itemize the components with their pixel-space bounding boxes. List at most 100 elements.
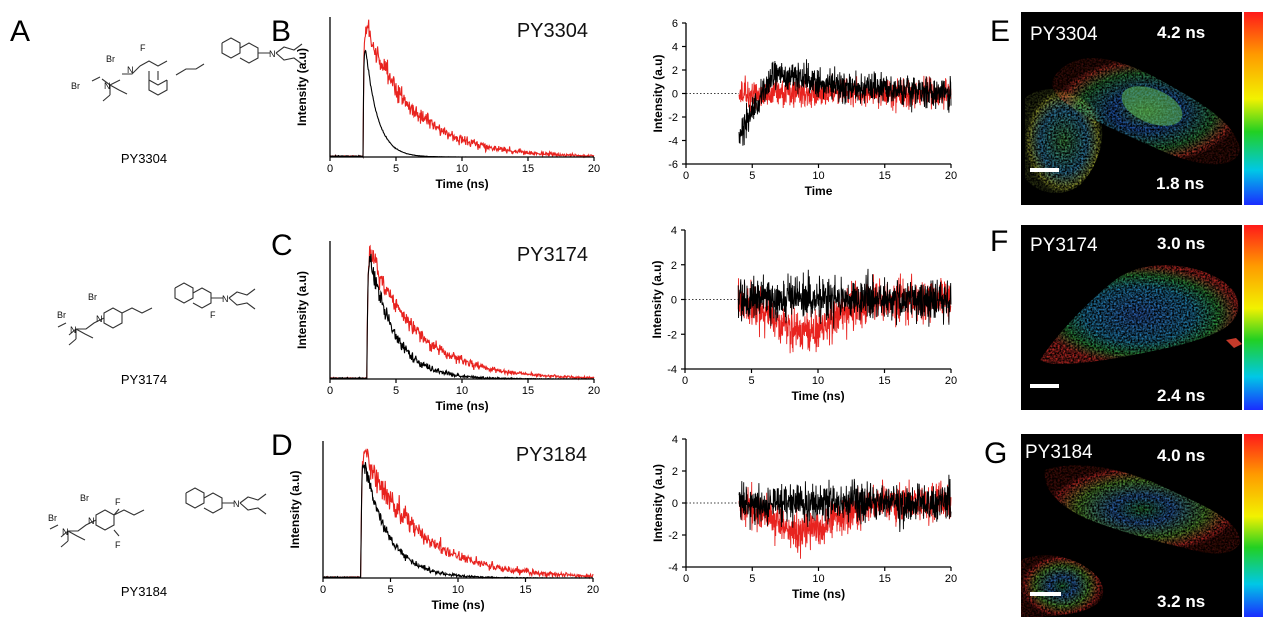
lifetime-max-label: 4.2 ns xyxy=(1157,23,1205,42)
atom-label: N xyxy=(96,314,103,324)
decay-series xyxy=(322,448,594,580)
y-tick-label: -4 xyxy=(668,136,678,148)
panel-letter-e: E xyxy=(990,15,1010,48)
structure-py3304: Br Br F N N N xyxy=(71,37,303,102)
y-tick-label: -2 xyxy=(668,112,678,124)
x-tick-label: 15 xyxy=(879,573,891,585)
x-axis-title: Time (ns) xyxy=(435,177,488,191)
x-tick-label: 5 xyxy=(393,163,399,175)
decay-chart-py3304: 0 5 10 15 20 Time (ns) Intensity (a.u) PY3304 xyxy=(295,17,600,191)
residual-chart-py3174: 0 5 10 15 20 -4 -2 0 2 4 Time (ns) Intensity (a.u) xyxy=(650,225,957,403)
x-tick-label: 0 xyxy=(683,573,689,585)
x-tick-label: 15 xyxy=(522,385,534,397)
lifetime-min-label: 1.8 ns xyxy=(1156,174,1204,193)
y-tick-label: 4 xyxy=(672,42,678,54)
atom-label: Br xyxy=(88,292,97,302)
atom-label: N xyxy=(269,49,276,59)
lifetime-colorbar xyxy=(1244,12,1263,205)
y-tick-label: 4 xyxy=(671,225,677,237)
plot-title: PY3304 xyxy=(517,20,588,42)
lifetime-min-label: 3.2 ns xyxy=(1157,592,1205,611)
atom-label: Br xyxy=(80,493,89,503)
x-tick-label: 20 xyxy=(588,385,600,397)
y-tick-label: -4 xyxy=(668,562,678,574)
y-tick-label: -2 xyxy=(667,329,677,341)
panel-letter-f: F xyxy=(990,225,1008,258)
y-axis-title: Intensity (a.u) xyxy=(295,48,309,126)
x-tick-label: 15 xyxy=(522,163,534,175)
panel-letter-g: G xyxy=(984,437,1007,470)
compound-name: PY3304 xyxy=(121,151,167,166)
atom-label: N xyxy=(104,81,111,91)
panel-letter-c: C xyxy=(271,229,293,262)
atom-label: N xyxy=(88,516,95,526)
y-axis-title: Intensity (a.u) xyxy=(650,260,664,338)
panel-letter-a: A xyxy=(10,15,30,48)
x-tick-label: 10 xyxy=(456,163,468,175)
x-axis-title: Time (ns) xyxy=(792,587,845,601)
x-tick-label: 10 xyxy=(456,385,468,397)
x-tick-label: 10 xyxy=(452,584,464,596)
x-axis-title: Time (ns) xyxy=(791,389,844,403)
y-tick-label: 6 xyxy=(672,18,678,30)
y-tick-label: 0 xyxy=(671,295,677,307)
y-tick-label: 4 xyxy=(672,434,678,446)
decay-series xyxy=(322,462,594,580)
compound-name: PY3184 xyxy=(121,584,167,599)
lifetime-min-label: 2.4 ns xyxy=(1157,386,1205,405)
x-axis-title: Time (ns) xyxy=(435,399,488,413)
image-compound-label: PY3174 xyxy=(1030,235,1098,256)
atom-label: F xyxy=(210,310,216,320)
atom-label: F xyxy=(115,540,121,550)
plot-title: PY3174 xyxy=(517,244,588,266)
structure-py3184: Br Br F F N N N xyxy=(48,487,267,550)
residual-chart-py3304: 0 5 10 15 20 -6 -4 -2 0 2 4 6 Time Intensity (a.u) xyxy=(651,18,957,198)
residual-series xyxy=(738,59,952,146)
y-tick-label: 2 xyxy=(672,466,678,478)
y-axis-title: Intensity (a.u) xyxy=(651,54,665,132)
y-axis-title: Intensity (a.u) xyxy=(295,271,309,349)
y-tick-label: 2 xyxy=(672,65,678,77)
image-compound-label: PY3184 xyxy=(1025,442,1093,463)
panel-letter-d: D xyxy=(271,429,293,462)
y-axis-title: Intensity (a.u) xyxy=(651,464,665,542)
structure-py3174: Br Br N N N F xyxy=(57,282,256,346)
x-tick-label: 0 xyxy=(327,163,333,175)
y-tick-label: -2 xyxy=(668,530,678,542)
atom-label: F xyxy=(115,497,121,507)
flim-image-py3184: PY3184 4.0 ns 3.2 ns xyxy=(1021,434,1263,617)
lifetime-max-label: 3.0 ns xyxy=(1157,234,1205,253)
decay-series xyxy=(329,19,595,159)
y-tick-label: 0 xyxy=(672,498,678,510)
x-tick-label: 20 xyxy=(945,573,957,585)
atom-label: Br xyxy=(71,81,80,91)
lifetime-max-label: 4.0 ns xyxy=(1157,446,1205,465)
x-tick-label: 15 xyxy=(519,584,531,596)
plot-title: PY3184 xyxy=(516,444,587,466)
atom-label: N xyxy=(233,499,240,509)
decay-chart-py3174: 0 5 10 15 20 Time (ns) Intensity (a.u) PY3174 xyxy=(295,241,600,413)
y-tick-label: -6 xyxy=(668,159,678,171)
residual-series xyxy=(738,474,952,533)
x-tick-label: 20 xyxy=(945,170,957,182)
x-tick-label: 10 xyxy=(812,170,824,182)
x-tick-label: 20 xyxy=(945,375,957,387)
x-tick-label: 15 xyxy=(878,375,890,387)
atom-label: Br xyxy=(106,54,115,64)
x-axis-title: Time (ns) xyxy=(431,598,484,612)
x-tick-label: 10 xyxy=(812,375,824,387)
residual-series xyxy=(737,268,952,329)
flim-image-py3174: PY3174 3.0 ns 2.4 ns xyxy=(1021,225,1263,410)
atom-label: N xyxy=(222,294,229,304)
decay-chart-py3184: 0 5 10 15 20 Time (ns) Intensity (a.u) PY3184 xyxy=(288,441,599,612)
x-tick-label: 0 xyxy=(682,375,688,387)
x-tick-label: 0 xyxy=(320,584,326,596)
decay-series xyxy=(329,244,595,381)
atom-label: Br xyxy=(48,513,57,523)
atom-label: Br xyxy=(57,310,66,320)
y-tick-label: 2 xyxy=(671,260,677,272)
panel-letter-b: B xyxy=(271,15,291,48)
y-tick-label: -4 xyxy=(667,364,677,376)
x-tick-label: 20 xyxy=(588,163,600,175)
x-tick-label: 5 xyxy=(749,573,755,585)
